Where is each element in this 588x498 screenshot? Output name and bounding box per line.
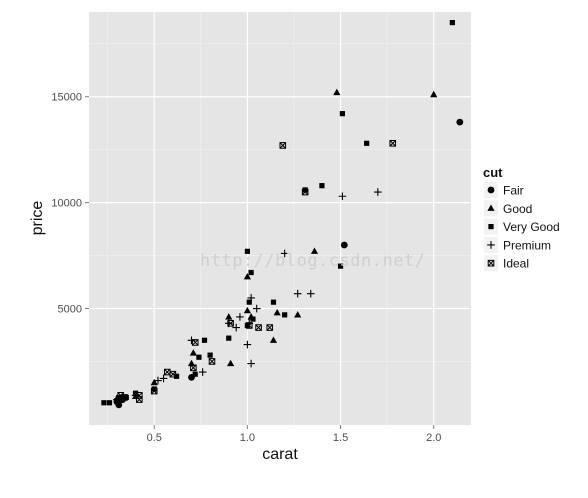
data-point-good xyxy=(333,88,341,96)
data-point-very-good xyxy=(123,394,129,401)
data-point-ideal xyxy=(301,188,309,196)
y-axis-title: price xyxy=(29,201,46,236)
data-point-good xyxy=(310,247,319,254)
legend-key-ideal xyxy=(487,259,495,267)
data-point-premium xyxy=(198,368,207,376)
legend-title: cut xyxy=(483,165,503,180)
data-point-ideal xyxy=(169,370,177,378)
data-point-very-good xyxy=(270,299,277,305)
legend-label: Ideal xyxy=(503,257,529,271)
data-point-very-good xyxy=(244,248,250,254)
data-point-premium xyxy=(159,374,168,383)
data-point-premium xyxy=(236,313,244,321)
data-point-very-good xyxy=(364,140,370,146)
data-point-ideal xyxy=(191,339,199,346)
legend-key-good xyxy=(487,204,495,211)
data-point-premium xyxy=(252,304,261,313)
data-point-good xyxy=(189,349,197,356)
data-point-very-good xyxy=(101,400,107,406)
legend-label: Premium xyxy=(503,238,551,252)
y-axis-ticks: 5000 10000 15000 xyxy=(51,92,89,316)
data-point-good xyxy=(273,308,281,316)
data-point-very-good xyxy=(196,354,202,360)
data-point-good xyxy=(150,378,158,386)
data-point-premium xyxy=(187,336,196,345)
legend-label: Good xyxy=(503,202,532,216)
data-point-premium xyxy=(247,359,255,368)
data-point-premium xyxy=(131,391,140,400)
data-point-good xyxy=(227,359,235,367)
data-point-good xyxy=(430,90,438,98)
data-point-premium xyxy=(247,294,255,302)
data-point-good xyxy=(243,272,251,280)
x-axis-ticks: 0.5 1.0 1.5 2.0 xyxy=(147,425,441,444)
data-point-very-good xyxy=(248,269,254,276)
data-point-very-good xyxy=(192,371,198,377)
legend-label: Fair xyxy=(503,184,524,198)
data-point-very-good xyxy=(201,337,208,343)
data-point-very-good xyxy=(226,335,232,341)
data-point-premium xyxy=(280,249,289,258)
legend: cut Fair Good Very Good Premium Ideal xyxy=(483,165,560,272)
data-point-very-good xyxy=(302,187,308,193)
data-point-premium xyxy=(306,289,315,298)
data-point-ideal xyxy=(255,324,262,331)
data-point-very-good xyxy=(250,316,256,322)
data-point-premium xyxy=(338,192,347,201)
data-point-ideal xyxy=(121,394,128,401)
legend-label: Very Good xyxy=(503,220,560,234)
x-tick-label: 0.5 xyxy=(147,432,162,444)
data-points xyxy=(101,19,464,409)
data-point-fair xyxy=(340,241,348,249)
data-point-premium xyxy=(154,376,162,385)
data-point-ideal xyxy=(190,364,197,372)
data-point-very-good xyxy=(106,400,113,406)
data-point-good xyxy=(243,306,251,314)
x-tick-label: 1.5 xyxy=(333,432,348,444)
data-point-good xyxy=(269,336,278,343)
grid-lines xyxy=(89,12,471,425)
data-point-very-good xyxy=(339,111,346,117)
data-point-premium xyxy=(232,323,241,332)
data-point-ideal xyxy=(150,387,158,395)
data-point-very-good xyxy=(449,19,455,26)
data-point-very-good xyxy=(207,352,213,358)
x-tick-label: 1.0 xyxy=(240,432,255,444)
y-tick-label: 10000 xyxy=(51,198,82,210)
y-tick-label: 15000 xyxy=(51,92,82,104)
data-point-fair xyxy=(456,118,464,126)
data-point-very-good xyxy=(246,299,252,305)
legend-key-fair xyxy=(487,186,495,194)
plot-panel xyxy=(89,12,471,425)
data-point-good xyxy=(225,313,233,320)
y-tick-label: 5000 xyxy=(58,304,82,316)
data-point-premium xyxy=(293,289,302,298)
legend-key-very-good xyxy=(488,224,494,230)
data-point-very-good xyxy=(151,386,157,392)
data-point-ideal xyxy=(208,358,216,365)
x-tick-label: 2.0 xyxy=(426,432,441,444)
data-point-premium xyxy=(374,188,382,196)
data-point-ideal xyxy=(227,320,234,327)
data-point-very-good xyxy=(319,183,325,189)
legend-key-premium xyxy=(487,241,495,249)
data-point-ideal xyxy=(245,322,253,329)
data-point-ideal xyxy=(389,140,397,147)
data-point-ideal xyxy=(136,392,143,399)
x-axis-title: carat xyxy=(262,446,298,463)
data-point-ideal xyxy=(279,142,287,149)
watermark-text: http://blog.csdn.net/ xyxy=(200,251,425,271)
data-point-ideal xyxy=(266,324,274,331)
data-point-very-good xyxy=(173,373,180,379)
data-point-good xyxy=(294,311,302,318)
data-point-very-good xyxy=(337,263,344,269)
data-point-very-good xyxy=(244,322,250,329)
data-point-very-good xyxy=(282,312,288,318)
data-point-premium xyxy=(243,340,252,349)
